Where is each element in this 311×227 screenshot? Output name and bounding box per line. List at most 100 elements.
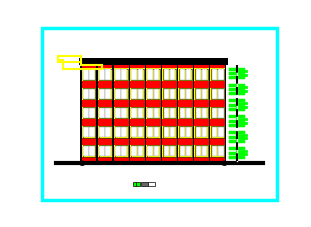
Bar (81, 142, 226, 161)
Bar (132, 127, 137, 137)
Bar (180, 89, 185, 99)
Bar (179, 127, 192, 138)
Bar (196, 89, 201, 99)
Bar (211, 146, 224, 157)
Bar (81, 119, 226, 123)
Bar (115, 89, 128, 100)
Bar (212, 127, 217, 137)
Bar (81, 85, 226, 88)
Bar (81, 104, 226, 107)
Bar (131, 108, 144, 119)
Bar (179, 70, 192, 81)
Bar (99, 89, 105, 99)
Bar (170, 146, 175, 156)
Bar (179, 89, 192, 100)
Bar (147, 146, 160, 157)
Bar (137, 70, 143, 80)
Bar (154, 108, 159, 118)
Bar (81, 158, 226, 161)
Bar (81, 66, 226, 85)
Bar (147, 89, 160, 100)
Bar (99, 146, 105, 156)
Bar (196, 108, 201, 118)
Bar (141, 183, 148, 186)
Bar (212, 108, 217, 118)
Bar (218, 89, 224, 99)
Bar (115, 127, 121, 137)
Bar (105, 108, 111, 118)
Bar (196, 146, 201, 156)
Bar (180, 127, 185, 137)
Circle shape (224, 163, 225, 164)
Bar (179, 146, 192, 157)
Bar (195, 108, 208, 119)
Bar (132, 108, 137, 118)
Bar (115, 70, 121, 80)
Bar (209, 66, 210, 161)
Bar (164, 146, 169, 156)
Bar (99, 127, 105, 137)
Bar (81, 138, 226, 142)
Bar (83, 89, 95, 100)
Bar (81, 123, 226, 142)
Bar (59, 59, 64, 62)
Bar (147, 108, 153, 118)
Bar (218, 108, 224, 118)
Bar (105, 70, 111, 80)
Bar (81, 85, 226, 104)
Bar (177, 66, 178, 161)
Bar (122, 127, 127, 137)
Bar (148, 183, 155, 186)
Bar (99, 70, 112, 81)
Bar (115, 146, 128, 157)
Bar (212, 70, 217, 80)
Bar (186, 146, 191, 156)
Bar (170, 127, 175, 137)
Bar (81, 104, 226, 123)
Bar (131, 146, 144, 157)
Bar (163, 108, 176, 119)
Bar (137, 146, 143, 156)
Bar (147, 108, 160, 119)
Circle shape (81, 163, 83, 164)
Bar (147, 89, 153, 99)
Bar (89, 127, 95, 137)
Bar (154, 89, 159, 99)
Bar (115, 108, 121, 118)
Bar (132, 70, 137, 80)
Bar (99, 146, 112, 157)
Bar (147, 70, 160, 81)
Bar (195, 127, 208, 138)
Bar (147, 127, 153, 137)
Bar (196, 127, 201, 137)
Bar (105, 89, 111, 99)
Bar (179, 108, 192, 119)
Bar (83, 108, 89, 118)
Bar (89, 146, 95, 156)
Bar (211, 89, 224, 100)
Bar (170, 70, 175, 80)
Bar (163, 89, 176, 100)
Bar (115, 108, 128, 119)
Bar (99, 89, 112, 100)
Bar (83, 70, 89, 80)
Bar (212, 89, 217, 99)
Bar (89, 70, 95, 80)
Bar (128, 66, 130, 161)
Bar (186, 89, 191, 99)
Bar (195, 146, 208, 157)
Bar (196, 70, 201, 80)
Bar (163, 146, 176, 157)
Bar (81, 100, 226, 104)
Bar (131, 70, 144, 81)
Bar (131, 127, 144, 138)
Bar (99, 70, 105, 80)
Bar (145, 66, 146, 161)
Bar (115, 89, 121, 99)
Bar (99, 108, 112, 119)
Bar (83, 127, 89, 137)
Bar (154, 127, 159, 137)
Bar (83, 146, 89, 156)
Bar (83, 70, 95, 81)
Bar (212, 146, 217, 156)
